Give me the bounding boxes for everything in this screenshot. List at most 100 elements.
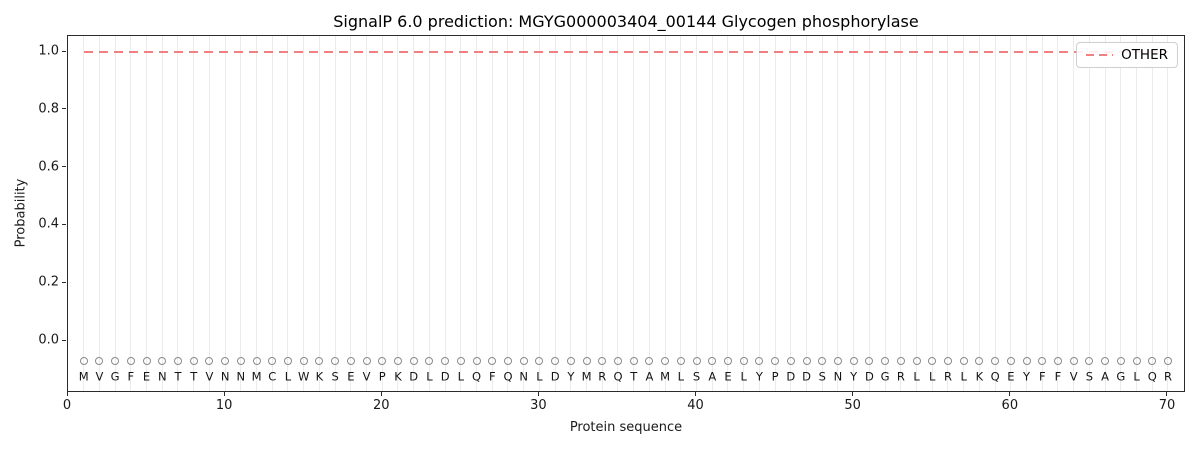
residue-marker-circle	[786, 357, 795, 366]
x-tick-mark	[1166, 392, 1168, 396]
sequence-letter: N	[833, 369, 843, 384]
sequence-letter: F	[488, 369, 496, 384]
y-tick-label: 0.8	[38, 101, 59, 117]
sequence-letter: C	[268, 369, 277, 384]
residue-gridline	[146, 36, 148, 391]
sequence-letter: L	[677, 369, 685, 384]
residue-marker-circle	[1163, 357, 1172, 366]
y-tick-mark	[62, 108, 66, 110]
residue-gridline	[868, 36, 870, 391]
sequence-letter: S	[692, 369, 701, 384]
sequence-letter: M	[660, 369, 671, 384]
sequence-letter: M	[78, 369, 89, 384]
residue-gridline	[240, 36, 242, 391]
sequence-letter: F	[1038, 369, 1046, 384]
residue-gridline	[994, 36, 996, 391]
sequence-letter: L	[536, 369, 543, 384]
residue-gridline	[570, 36, 572, 391]
sequence-letter: D	[440, 369, 450, 384]
residue-gridline	[790, 36, 792, 391]
residue-gridline	[821, 36, 823, 391]
residue-gridline	[98, 36, 100, 391]
sequence-letter: S	[331, 369, 339, 384]
residue-marker-circle	[331, 357, 340, 366]
y-tick-label: 0.0	[38, 332, 59, 348]
x-tick-mark	[223, 392, 225, 396]
x-tick-label: 10	[215, 398, 233, 413]
sequence-letter: K	[975, 369, 984, 384]
x-tick-mark	[695, 392, 697, 396]
residue-gridline	[83, 36, 85, 391]
residue-marker-circle	[346, 357, 355, 366]
sequence-letter: Y	[567, 369, 575, 384]
sequence-letter: L	[929, 369, 936, 384]
sequence-letter: D	[802, 369, 811, 384]
residue-marker-circle	[362, 357, 371, 366]
residue-marker-circle	[629, 357, 638, 366]
residue-marker-circle	[315, 357, 324, 366]
sequence-letter: S	[818, 369, 826, 384]
residue-gridline	[303, 36, 305, 391]
residue-gridline	[538, 36, 540, 391]
sequence-letter: D	[409, 369, 419, 384]
residue-marker-circle	[676, 357, 685, 366]
residue-marker-circle	[1022, 357, 1031, 366]
residue-gridline	[633, 36, 635, 391]
x-tick-label: 50	[844, 398, 861, 413]
residue-marker-circle	[472, 357, 481, 366]
sequence-letter: Y	[1023, 369, 1031, 384]
residue-gridline	[460, 36, 462, 391]
sequence-letter: V	[362, 369, 371, 384]
sequence-letter: F	[127, 369, 135, 384]
residue-marker-circle	[393, 357, 402, 366]
residue-gridline	[806, 36, 808, 391]
other-probability-line	[83, 51, 1168, 53]
residue-marker-circle	[283, 357, 292, 366]
residue-marker-circle	[252, 357, 261, 366]
sequence-letter: Y	[850, 369, 858, 384]
sequence-letter: M	[581, 369, 592, 384]
sequence-letter: R	[598, 369, 607, 384]
y-tick-mark	[62, 50, 66, 52]
residue-gridline	[963, 36, 965, 391]
x-tick-mark	[537, 392, 539, 396]
residue-gridline	[837, 36, 839, 391]
residue-gridline	[758, 36, 760, 391]
residue-gridline	[1073, 36, 1075, 391]
residue-gridline	[428, 36, 430, 391]
residue-marker-circle	[205, 357, 214, 366]
sequence-letter: G	[880, 369, 890, 384]
legend-label: OTHER	[1121, 47, 1168, 63]
residue-gridline	[680, 36, 682, 391]
residue-gridline	[523, 36, 525, 391]
residue-gridline	[350, 36, 352, 391]
sequence-letter: L	[1133, 369, 1140, 384]
residue-marker-circle	[142, 357, 151, 366]
residue-gridline	[1057, 36, 1059, 391]
residue-marker-circle	[818, 357, 827, 366]
residue-gridline	[413, 36, 415, 391]
y-tick-label: 0.4	[38, 216, 59, 232]
sequence-letter: Q	[503, 369, 513, 384]
residue-marker-circle	[1069, 357, 1078, 366]
residue-marker-circle	[802, 357, 811, 366]
x-tick-mark	[1009, 392, 1011, 396]
residue-marker-circle	[1116, 357, 1125, 366]
residue-gridline	[1041, 36, 1043, 391]
sequence-letter: L	[426, 369, 433, 384]
sequence-letter: N	[220, 369, 230, 384]
sequence-letter: Q	[613, 369, 623, 384]
residue-gridline	[947, 36, 949, 391]
residue-marker-circle	[1006, 357, 1015, 366]
residue-gridline	[711, 36, 713, 391]
sequence-letter: L	[960, 369, 967, 384]
residue-marker-circle	[739, 357, 748, 366]
y-tick-label: 0.6	[38, 159, 59, 175]
sequence-letter: G	[1116, 369, 1126, 384]
residue-marker-circle	[723, 357, 732, 366]
residue-marker-circle	[896, 357, 905, 366]
residue-marker-circle	[535, 357, 544, 366]
sequence-letter: A	[708, 369, 717, 384]
residue-marker-circle	[582, 357, 591, 366]
